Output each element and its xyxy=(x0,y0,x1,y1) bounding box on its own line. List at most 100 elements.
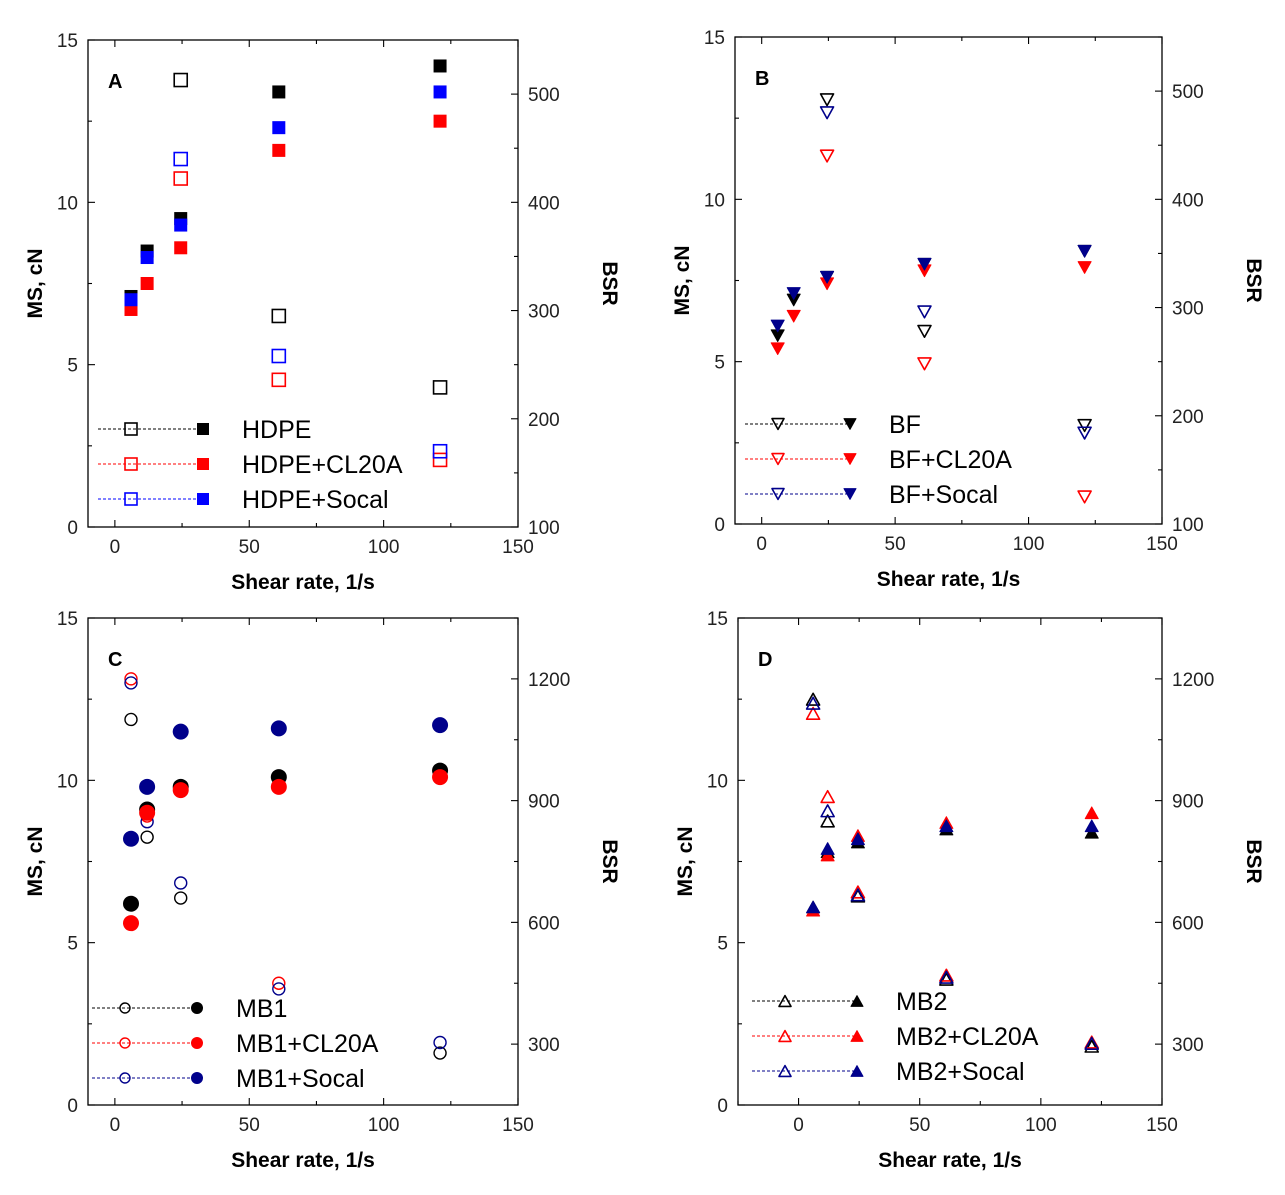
x-tick-label: 150 xyxy=(502,1115,534,1136)
x-tick-label: 100 xyxy=(368,1115,400,1136)
ms-point xyxy=(123,830,139,847)
x-tick-label: 100 xyxy=(1025,1115,1057,1136)
y2-axis-title: BSR xyxy=(1242,258,1265,302)
x-tick-label: 150 xyxy=(1146,534,1178,555)
y2-tick-label: 100 xyxy=(1172,515,1204,536)
legend-marker-filled xyxy=(843,453,857,465)
y2-tick-label: 900 xyxy=(528,792,560,813)
ms-point xyxy=(139,804,156,821)
ms-point xyxy=(172,723,189,740)
y-axis-title: MS, cN xyxy=(24,826,47,896)
y-tick-label: 0 xyxy=(714,515,725,536)
bsr-point xyxy=(271,372,287,388)
y-tick-label: 5 xyxy=(717,934,728,955)
bsr-point xyxy=(805,706,821,721)
ms-point xyxy=(917,257,932,271)
y2-tick-label: 100 xyxy=(528,518,560,539)
bsr-point xyxy=(939,968,954,982)
ms-point xyxy=(770,319,785,333)
x-tick-label: 50 xyxy=(909,1115,930,1136)
bsr-point xyxy=(173,72,189,88)
y2-tick-label: 300 xyxy=(528,1035,560,1056)
ms-point xyxy=(1077,261,1092,274)
x-tick-label: 50 xyxy=(885,534,906,555)
legend-marker-filled xyxy=(191,1002,203,1014)
bsr-point xyxy=(432,452,448,468)
ms-point xyxy=(806,900,821,914)
bsr-point xyxy=(1077,418,1092,433)
y2-tick-label: 900 xyxy=(1172,792,1204,813)
ms-point xyxy=(850,832,865,846)
legend-marker-hollow xyxy=(771,417,785,431)
bsr-point xyxy=(271,348,287,364)
ms-point xyxy=(786,287,801,300)
legend-marker-hollow xyxy=(778,1029,792,1043)
x-tick-label: 50 xyxy=(239,537,260,558)
bsr-point xyxy=(805,696,821,710)
y-tick-label: 0 xyxy=(717,1096,728,1117)
y2-axis-title: BSR xyxy=(598,839,621,883)
bsr-point xyxy=(820,814,835,828)
ms-point xyxy=(272,121,286,135)
x-axis-title: Shear rate, 1/s xyxy=(231,571,375,594)
bsr-point xyxy=(272,982,286,996)
ms-point xyxy=(820,270,835,284)
legend-marker-hollow xyxy=(778,1064,792,1078)
y2-axis-title: BSR xyxy=(598,261,621,305)
x-tick-label: 0 xyxy=(110,537,121,558)
y-tick-label: 5 xyxy=(67,934,78,955)
legend-label: BF xyxy=(889,411,921,439)
ms-point xyxy=(770,342,785,356)
ms-point xyxy=(433,85,447,99)
x-axis-title: Shear rate, 1/s xyxy=(877,568,1021,591)
y-tick-label: 15 xyxy=(57,609,78,630)
bsr-point xyxy=(173,151,189,167)
legend-marker-hollow xyxy=(119,1072,131,1084)
legend-marker-filled xyxy=(843,418,857,430)
bsr-point xyxy=(819,106,835,120)
ms-point xyxy=(140,251,154,265)
panel-label: C xyxy=(108,649,122,671)
x-tick-label: 100 xyxy=(368,537,400,558)
legend: HDPE HDPE+CL20A HDPE+Socal xyxy=(98,416,403,514)
bsr-point xyxy=(433,1035,447,1050)
legend-label: MB2 xyxy=(896,988,947,1016)
y-tick-label: 15 xyxy=(57,31,78,52)
legend-marker-hollow xyxy=(119,1037,131,1049)
panel-label: A xyxy=(108,71,122,93)
ms-point xyxy=(820,848,835,862)
legend-label: HDPE+Socal xyxy=(242,486,389,514)
y2-tick-label: 300 xyxy=(528,302,560,323)
ms-point xyxy=(139,778,156,795)
ms-point xyxy=(174,241,188,255)
panel-label: D xyxy=(758,649,772,671)
ms-point xyxy=(939,819,954,833)
legend-marker-filled xyxy=(197,423,209,435)
bsr-point xyxy=(805,692,821,706)
legend-label: MB2+CL20A xyxy=(896,1023,1039,1051)
ms-point xyxy=(1084,806,1099,820)
y2-tick-label: 300 xyxy=(1172,299,1204,320)
bsr-point xyxy=(1084,1036,1100,1050)
legend-label: BF+Socal xyxy=(889,481,998,509)
x-tick-label: 150 xyxy=(502,537,534,558)
bsr-point xyxy=(917,324,932,339)
x-axis-title: Shear rate, 1/s xyxy=(878,1149,1022,1172)
legend-marker-filled xyxy=(191,1037,203,1049)
ms-point xyxy=(786,309,801,323)
legend-marker-filled xyxy=(197,458,209,470)
bsr-point xyxy=(124,712,138,727)
y-tick-label: 10 xyxy=(704,190,725,211)
x-tick-label: 100 xyxy=(1013,534,1045,555)
ms-point xyxy=(432,769,449,786)
y2-axis-title: BSR xyxy=(1242,839,1265,883)
legend-marker-filled xyxy=(843,488,857,500)
y-tick-label: 0 xyxy=(67,518,78,539)
bsr-point xyxy=(124,676,138,690)
x-tick-label: 0 xyxy=(793,1115,804,1136)
panel-c: 0 50 100 150 0 5 10 15 300 600 900 1200 Shear rate, … xyxy=(24,609,621,1172)
y2-tick-label: 500 xyxy=(528,85,560,106)
y2-tick-label: 300 xyxy=(1172,1035,1204,1056)
ms-point xyxy=(272,143,286,157)
